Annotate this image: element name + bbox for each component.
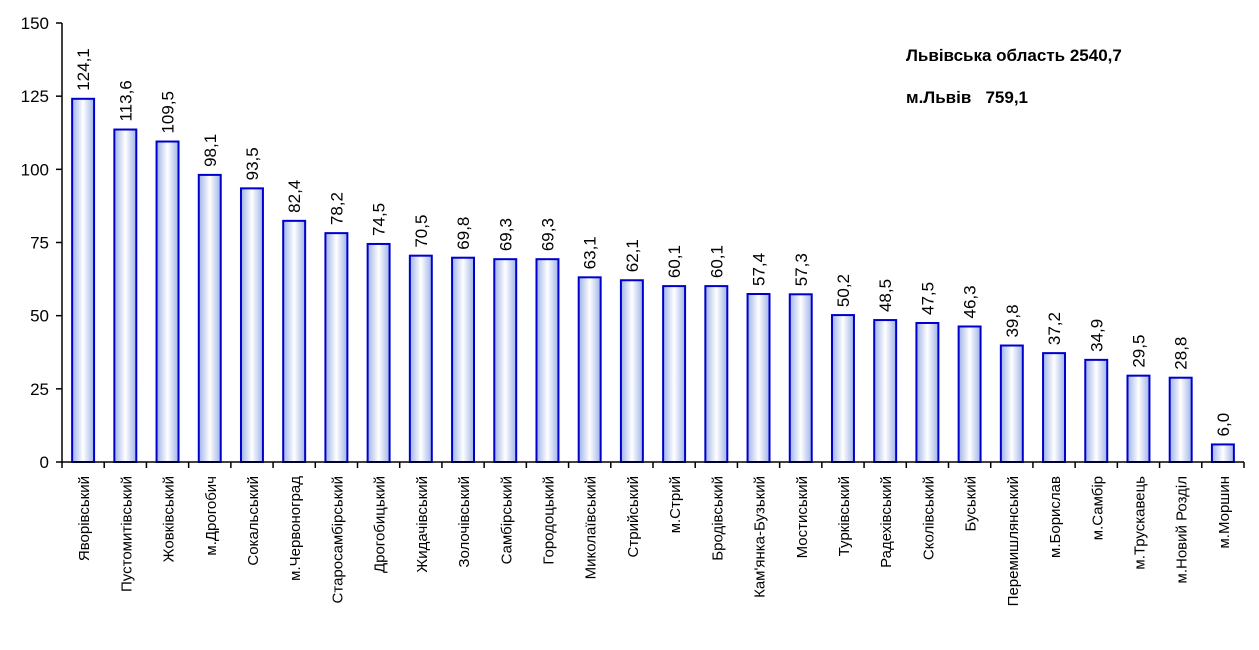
y-tick-label: 150 — [21, 14, 49, 33]
bar — [239, 187, 264, 464]
category-label: Городоцький — [540, 476, 557, 565]
bar — [662, 285, 687, 463]
category-label: Стрийський — [625, 476, 642, 557]
y-axis: 0 25 50 75 100 125 150 — [21, 14, 63, 472]
bar — [577, 276, 602, 463]
value-label: 93,5 — [243, 147, 262, 180]
value-label: 69,8 — [454, 217, 473, 250]
bar — [704, 285, 729, 463]
y-tick-label: 0 — [40, 453, 49, 472]
y-tick-label: 25 — [30, 380, 49, 399]
value-label: 28,8 — [1172, 337, 1191, 370]
bar — [408, 254, 433, 463]
category-label: м.Новий Розділ — [1174, 476, 1191, 583]
category-label: Самбірський — [498, 476, 515, 564]
value-label: 62,1 — [623, 239, 642, 272]
value-label: 69,3 — [538, 218, 557, 251]
x-axis — [61, 461, 1245, 468]
value-label: 109,5 — [159, 91, 178, 134]
category-label: м.Стрий — [667, 476, 684, 533]
category-label: Старосамбірський — [329, 476, 346, 603]
category-label: Буський — [963, 476, 980, 531]
value-label: 78,2 — [327, 192, 346, 225]
value-label: 82,4 — [285, 180, 304, 213]
category-label: Кам'янка-Бузький — [752, 476, 769, 598]
category-label: Пустомитівський — [118, 476, 135, 592]
bar — [155, 140, 180, 463]
bar — [1126, 374, 1151, 463]
value-label: 34,9 — [1087, 319, 1106, 352]
category-label: Бродівський — [709, 476, 726, 561]
value-label: 70,5 — [412, 215, 431, 248]
category-label: Жидачівський — [414, 476, 431, 573]
value-label: 47,5 — [918, 282, 937, 315]
value-label: 98,1 — [201, 134, 220, 167]
y-tick-label: 75 — [30, 234, 49, 253]
category-label: м.Трускавець — [1131, 476, 1148, 570]
category-label: Миколаївський — [583, 476, 600, 579]
value-label: 69,3 — [496, 218, 515, 251]
value-label: 124,1 — [74, 48, 93, 91]
bar — [535, 258, 560, 463]
category-label: Мостиський — [794, 476, 811, 558]
category-label: Турківський — [836, 476, 853, 556]
category-label: Дрогобицький — [372, 476, 389, 573]
category-label: Радехівський — [878, 476, 895, 568]
value-label: 63,1 — [581, 236, 600, 269]
category-label: Сокальський — [245, 476, 262, 566]
bar — [197, 173, 222, 463]
y-tick-label: 50 — [30, 307, 49, 326]
bar — [282, 219, 307, 463]
value-label: 46,3 — [961, 285, 980, 318]
bar — [1168, 376, 1193, 464]
bar — [830, 314, 855, 463]
category-label: Жовківський — [161, 476, 178, 562]
value-label: 37,2 — [1045, 312, 1064, 345]
bar — [999, 344, 1024, 464]
category-label: Золочівський — [456, 476, 473, 568]
value-label: 57,3 — [792, 253, 811, 286]
category-labels: Яворівський Пустомитівський Жовківський м.Д… — [76, 476, 1233, 607]
category-label: м.Моршин — [1216, 476, 1233, 549]
value-label: 48,5 — [876, 279, 895, 312]
bars-group — [71, 97, 1235, 464]
bar — [113, 128, 138, 463]
value-label: 39,8 — [1003, 304, 1022, 337]
bar — [619, 279, 644, 463]
value-label: 74,5 — [370, 203, 389, 236]
y-tick-label: 100 — [21, 160, 49, 179]
bar — [451, 256, 476, 463]
region-total-note: Львівська область 2540,7 — [906, 46, 1122, 65]
bar — [493, 258, 518, 463]
category-label: м.Самбір — [1089, 476, 1106, 540]
category-label: м.Червоноград — [287, 476, 304, 581]
bar — [873, 319, 898, 463]
bar — [1210, 443, 1235, 464]
bar — [915, 321, 940, 463]
value-labels: 124,1 113,6 109,5 98,1 93,5 82,4 78,2 74,5 70,5 6… — [74, 48, 1233, 436]
category-label: Сколівський — [920, 476, 937, 560]
value-label: 6,0 — [1214, 413, 1233, 437]
bar — [1042, 352, 1067, 463]
value-label: 29,5 — [1129, 335, 1148, 368]
bar — [788, 293, 813, 463]
y-tick-label: 125 — [21, 87, 49, 106]
bar — [746, 293, 771, 463]
value-label: 50,2 — [834, 274, 853, 307]
bar — [324, 232, 349, 463]
value-label: 60,1 — [665, 245, 684, 278]
bar — [1084, 358, 1109, 464]
value-label: 113,6 — [116, 80, 135, 121]
category-label: Яворівський — [76, 476, 93, 561]
city-total-note: м.Львів 759,1 — [906, 88, 1029, 107]
category-label: Перемишлянський — [1005, 476, 1022, 606]
category-label: м.Дрогобич — [203, 476, 220, 556]
bar — [957, 325, 982, 463]
category-label: м.Борислав — [1047, 476, 1064, 558]
bar — [71, 97, 96, 464]
value-label: 57,4 — [750, 253, 769, 286]
value-label: 60,1 — [707, 245, 726, 278]
bar — [366, 242, 391, 463]
